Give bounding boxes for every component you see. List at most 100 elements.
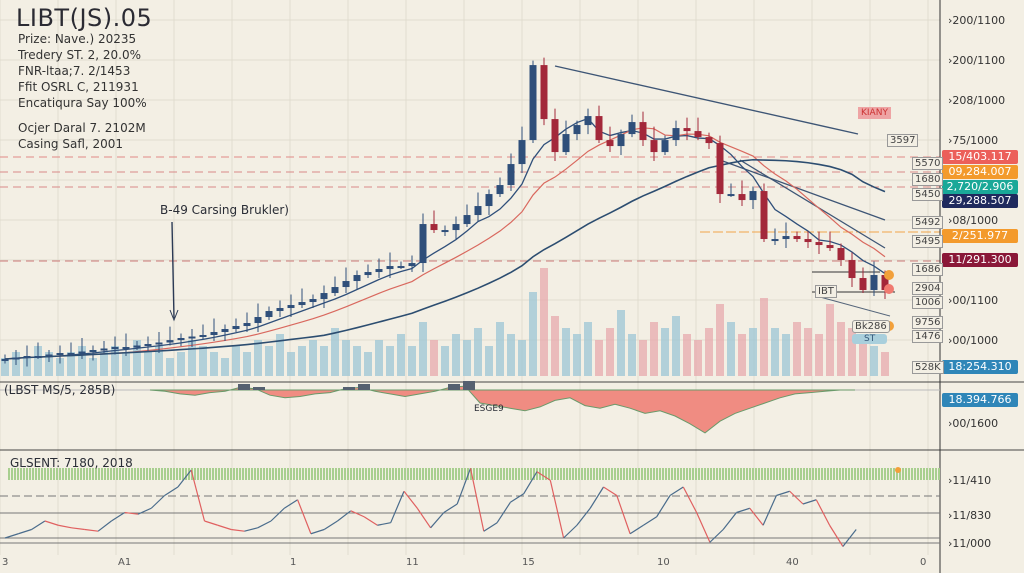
esg-label: ESGE9 bbox=[474, 404, 504, 414]
sentiment-bar bbox=[776, 468, 778, 480]
sentiment-bar bbox=[866, 468, 868, 480]
macd-histogram bbox=[0, 381, 940, 434]
volume-bar bbox=[870, 346, 878, 376]
sentiment-bar bbox=[596, 468, 598, 480]
candle bbox=[133, 345, 141, 348]
sentiment-bar bbox=[215, 468, 217, 480]
volume-bar bbox=[221, 358, 229, 376]
sentiment-bar bbox=[635, 468, 637, 480]
candle bbox=[320, 293, 328, 300]
sentiment-bar bbox=[338, 468, 340, 480]
volume-bar bbox=[551, 316, 559, 376]
oscillator-segment bbox=[283, 499, 298, 509]
oscillator-segment bbox=[722, 512, 737, 530]
candle bbox=[166, 340, 174, 343]
candle bbox=[45, 354, 53, 357]
sentiment-bar bbox=[824, 468, 826, 480]
sentiment-bar bbox=[530, 468, 532, 480]
sentiment-bar bbox=[662, 468, 664, 480]
sentiment-bar bbox=[686, 468, 688, 480]
price-badge[interactable]: 11/291.300 bbox=[942, 253, 1018, 267]
sentiment-bar bbox=[377, 468, 379, 480]
volume-bar bbox=[782, 334, 790, 376]
sentiment-bar bbox=[320, 468, 322, 480]
info-line: Tredery ST. 2, 20.0% bbox=[18, 48, 142, 62]
sentiment-bar bbox=[884, 468, 886, 480]
sentiment-bar bbox=[731, 468, 733, 480]
sentiment-bar bbox=[815, 468, 817, 480]
candle bbox=[100, 348, 108, 351]
time-axis-tick: 10 bbox=[657, 557, 670, 568]
volume-bar bbox=[485, 346, 493, 376]
time-axis-tick: 11 bbox=[406, 557, 419, 568]
volume-bar bbox=[386, 346, 394, 376]
price-badge[interactable]: 09,284.007 bbox=[942, 165, 1018, 179]
price-badge[interactable]: 2,720/2.906 bbox=[942, 180, 1018, 194]
price-badge[interactable]: 29,288.507 bbox=[942, 194, 1018, 208]
macd-bar bbox=[238, 384, 250, 390]
sentiment-bar bbox=[755, 468, 757, 480]
volume-bar bbox=[276, 334, 284, 376]
oscillator-segment bbox=[629, 524, 644, 535]
level-value-label: 1686 bbox=[912, 263, 944, 276]
candle bbox=[837, 248, 845, 261]
sentiment-bar bbox=[656, 468, 658, 480]
sentiment-bar bbox=[899, 468, 901, 480]
price-badge[interactable]: 15/403.117 bbox=[942, 150, 1018, 164]
candle bbox=[144, 344, 152, 347]
volume-bar bbox=[188, 340, 196, 376]
oscillator-segment bbox=[549, 480, 565, 539]
sentiment-bar bbox=[425, 468, 427, 480]
oscillator-segment bbox=[616, 495, 631, 534]
sentiment-bar bbox=[581, 468, 583, 480]
sentiment-bar bbox=[8, 468, 10, 480]
sentiment-bar bbox=[380, 468, 382, 480]
sentiment-bar bbox=[920, 468, 922, 480]
sentiment-bar bbox=[368, 468, 370, 480]
sentiment-bar bbox=[890, 468, 892, 480]
oscillator-segment bbox=[656, 495, 671, 518]
volume-bar bbox=[1, 358, 9, 376]
sentiment-bar bbox=[422, 468, 424, 480]
sentiment-bar bbox=[443, 468, 445, 480]
sentiment-bar bbox=[626, 468, 628, 480]
sentiment-bar bbox=[317, 468, 319, 480]
candle bbox=[397, 266, 405, 269]
volume-bar bbox=[771, 328, 779, 376]
candle bbox=[210, 332, 218, 336]
sentiment-bar bbox=[785, 468, 787, 480]
sentiment-bar bbox=[308, 468, 310, 480]
price-badge[interactable]: 2/251.977 bbox=[942, 229, 1018, 243]
sentiment-bar bbox=[689, 468, 691, 480]
sentiment-bar bbox=[50, 468, 52, 480]
sentiment-bar bbox=[620, 468, 622, 480]
sentiment-bar bbox=[38, 468, 40, 480]
oscillator-segment bbox=[643, 516, 658, 526]
sentiment-bar bbox=[797, 468, 799, 480]
sentiment-bar bbox=[521, 468, 523, 480]
sentiment-bar bbox=[383, 468, 385, 480]
candle bbox=[496, 185, 504, 195]
sentiment-bar bbox=[542, 468, 544, 480]
oscillator-segment bbox=[762, 495, 777, 526]
sentiment-bar bbox=[233, 468, 235, 480]
price-badge[interactable]: 18:254.310 bbox=[942, 360, 1018, 374]
sentiment-bar bbox=[725, 468, 727, 480]
candle bbox=[375, 269, 383, 273]
price-badge[interactable]: 18.394.766 bbox=[942, 393, 1018, 407]
sentiment-bar bbox=[881, 468, 883, 480]
marker-icon bbox=[895, 467, 901, 473]
candle bbox=[474, 206, 482, 216]
tag-label[interactable]: KIANY bbox=[858, 107, 891, 119]
candle bbox=[298, 302, 306, 306]
sentiment-bar bbox=[47, 468, 49, 480]
sentiment-bar bbox=[857, 468, 859, 480]
sentiment-bar bbox=[113, 468, 115, 480]
alert-icon bbox=[884, 270, 894, 280]
volume-bar bbox=[716, 304, 724, 376]
sentiment-bar bbox=[746, 468, 748, 480]
sentiment-bar bbox=[629, 468, 631, 480]
sentiment-bar bbox=[455, 468, 457, 480]
